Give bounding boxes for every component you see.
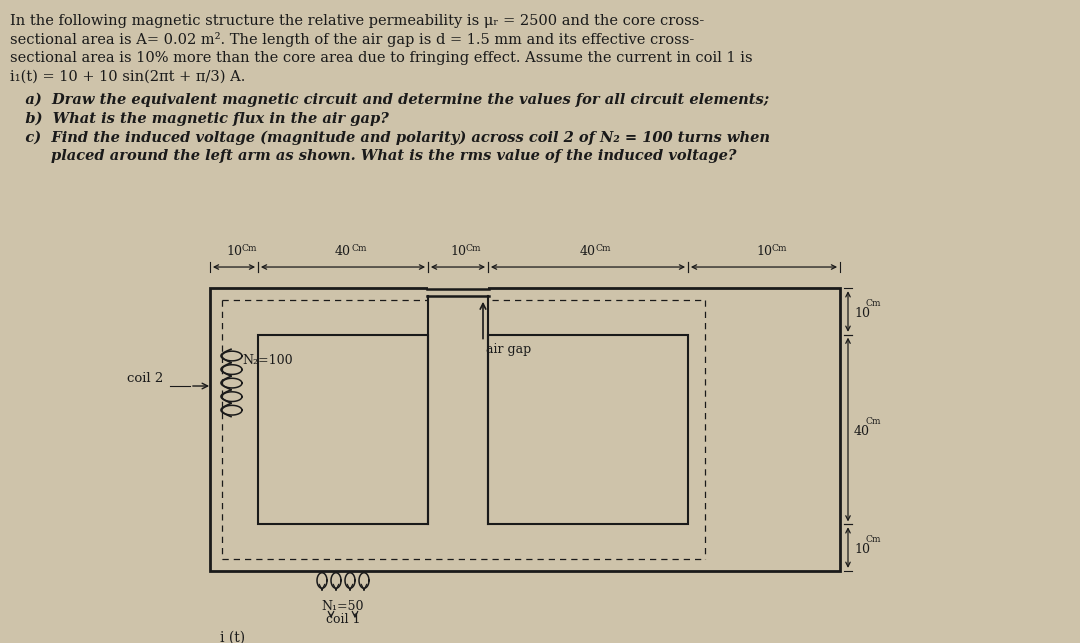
Text: 10: 10 [854,543,870,556]
Text: b)  What is the magnetic flux in the air gap?: b) What is the magnetic flux in the air … [10,112,389,126]
Text: 40: 40 [335,246,351,258]
Text: In the following magnetic structure the relative permeability is μᵣ = 2500 and t: In the following magnetic structure the … [10,14,704,28]
Bar [488,335,688,524]
Bar [258,335,428,524]
Text: 10: 10 [854,307,870,320]
Text: Cm: Cm [242,244,257,253]
Text: i₁(t) = 10 + 10 sin(2πt + π/3) A.: i₁(t) = 10 + 10 sin(2πt + π/3) A. [10,70,245,84]
Text: 10: 10 [756,246,772,258]
Text: N₁=50: N₁=50 [322,600,364,613]
Text: 40: 40 [854,425,870,438]
Text: placed around the left arm as shown. What is the rms value of the induced voltag: placed around the left arm as shown. Wha… [10,149,737,163]
Text: 40: 40 [580,246,596,258]
Text: a)  Draw the equivalent magnetic circuit and determine the values for all circui: a) Draw the equivalent magnetic circuit … [10,93,769,107]
Text: air gap: air gap [486,343,531,356]
Text: N₂=100: N₂=100 [242,354,293,367]
Text: Cm: Cm [465,244,482,253]
Text: Cm: Cm [866,299,881,308]
Text: Cm: Cm [866,417,881,426]
Text: sectional area is A= 0.02 m². The length of the air gap is d = 1.5 mm and its ef: sectional area is A= 0.02 m². The length… [10,32,694,48]
Text: sectional area is 10% more than the core area due to fringing effect. Assume the: sectional area is 10% more than the core… [10,51,753,66]
Text: coil 2: coil 2 [127,372,163,385]
Bar [210,288,840,571]
Text: 10: 10 [226,246,242,258]
Bar [428,287,488,334]
Text: c)  Find the induced voltage (magnitude and polarity) across coil 2 of N₂ = 100 : c) Find the induced voltage (magnitude a… [10,131,770,145]
Text: 10: 10 [450,246,465,258]
Text: i (t): i (t) [220,631,245,643]
Text: Cm: Cm [866,536,881,545]
Text: Cm: Cm [772,244,787,253]
Text: Cm: Cm [351,244,366,253]
Text: Cm: Cm [596,244,611,253]
Text: coil 1: coil 1 [326,613,361,626]
